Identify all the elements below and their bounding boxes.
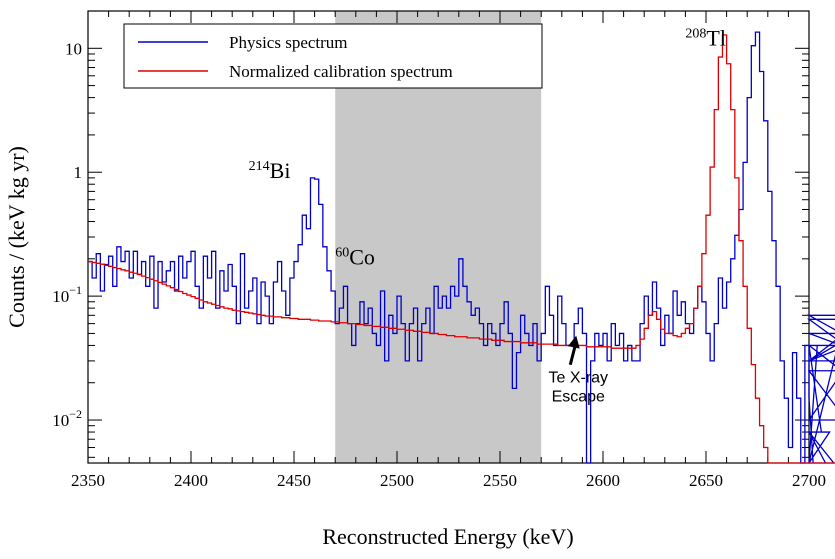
legend-box [123,23,543,89]
x-axis-title: Reconstructed Energy (keV) [322,524,573,549]
x-tick-label: 2450 [277,471,311,490]
x-tick-label: 2700 [792,471,826,490]
peak-label: 60Co [335,244,375,269]
axis-ticks: 2350 2400 2450 2500 2550 2600 2650 2700 10−2 10−1… [52,10,826,490]
legend: Physics spectrum Normalized calibration … [123,23,543,89]
te-xray-escape-label: Te X-ray [548,370,608,387]
arrow-head [567,335,580,349]
peak-label: 208Tl [685,26,726,51]
peak-label: 214Bi [249,158,291,183]
peak-annotations: 214Bi 60Co 208Tl Te X-ray Escape [249,26,726,406]
legend-label-calibration: Normalized calibration spectrum [229,62,453,81]
y-tick-label: 10−1 [52,283,82,306]
y-tick-label: 10 [65,39,82,58]
x-tick-label: 2400 [174,471,208,490]
te-xray-escape-label: Escape [552,389,605,406]
y-tick-label: 10−2 [52,407,82,430]
y-axis-title: Counts / (keV kg yr) [4,146,29,328]
x-tick-label: 2350 [71,471,105,490]
series-0-line [88,31,835,464]
x-tick-label: 2600 [586,471,620,490]
y-tick-label: 1 [74,163,83,182]
x-tick-label: 2500 [380,471,414,490]
series-layer [88,31,835,464]
x-tick-label: 2650 [689,471,723,490]
legend-label-physics: Physics spectrum [229,33,348,52]
series-1-line [88,34,835,464]
x-tick-label: 2550 [483,471,517,490]
